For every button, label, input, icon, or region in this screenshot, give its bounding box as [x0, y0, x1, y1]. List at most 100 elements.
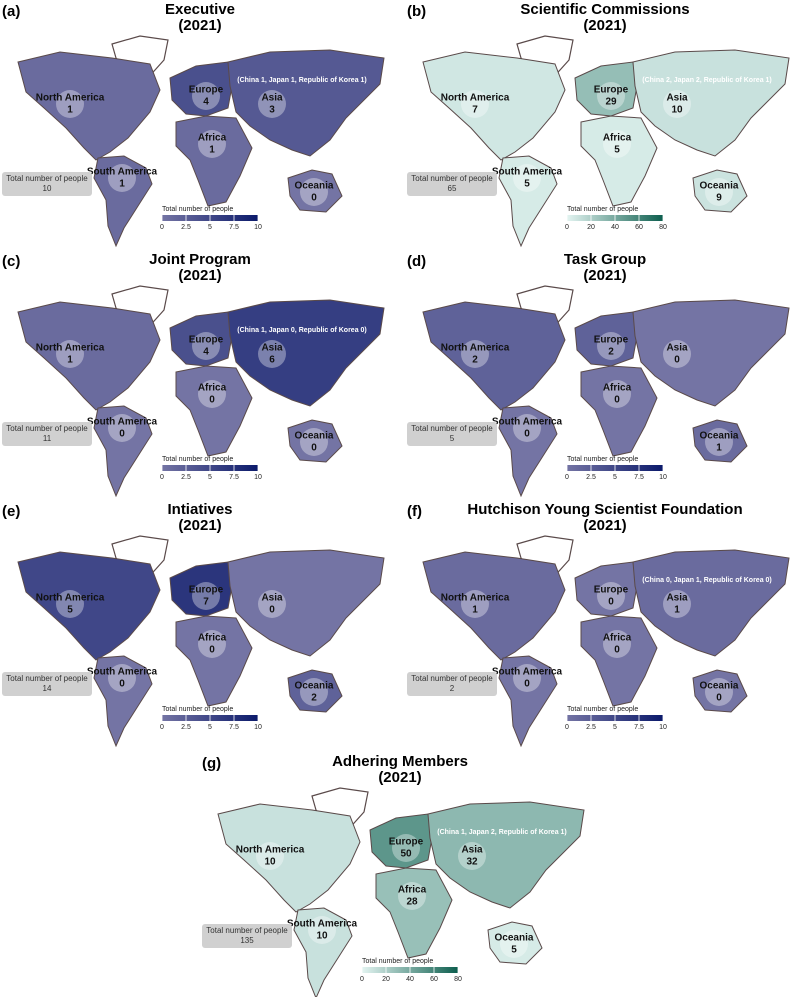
region-value: 1 — [674, 605, 680, 616]
panel-letter: (d) — [407, 253, 426, 270]
total-box — [2, 172, 92, 196]
region-name: South America — [87, 167, 158, 178]
region-value: 0 — [269, 605, 275, 616]
region-name: South America — [87, 417, 158, 428]
legend-tick-label: 7.5 — [634, 724, 644, 731]
region-value: 5 — [524, 179, 530, 190]
legend-title: Total number of people — [567, 206, 638, 213]
region-marker — [398, 882, 426, 910]
region-value: 5 — [67, 605, 73, 616]
region — [574, 311, 638, 367]
region-name: North America — [36, 593, 105, 604]
region — [580, 115, 658, 207]
legend-tick-label: 40 — [406, 976, 414, 983]
asia-note: (China 1, Japan 0, Republic of Korea 0) — [237, 327, 367, 334]
region-value: 10 — [671, 105, 683, 116]
region-name: South America — [492, 417, 563, 428]
panel-subtitle: (2021) — [178, 267, 221, 284]
legend-tick-label: 10 — [254, 224, 262, 231]
region-name: Europe — [189, 335, 224, 346]
legend-tick-label: 10 — [254, 474, 262, 481]
region-value: 10 — [316, 931, 328, 942]
legend-tick-label: 80 — [454, 976, 462, 983]
region-marker — [513, 414, 541, 442]
region-name: Europe — [189, 85, 224, 96]
region-value: 2 — [608, 347, 614, 358]
region-marker — [192, 82, 220, 110]
region-marker — [597, 582, 625, 610]
region-name: North America — [441, 343, 510, 354]
panel-title: Task Group — [564, 251, 646, 268]
region-marker — [663, 590, 691, 618]
total-box — [407, 172, 497, 196]
region-value: 28 — [406, 897, 418, 908]
region — [422, 51, 566, 161]
region — [227, 299, 385, 407]
region-marker — [108, 164, 136, 192]
region-name: Africa — [198, 383, 227, 394]
region-value: 0 — [119, 429, 125, 440]
total-box — [407, 422, 497, 446]
panel-title: Joint Program — [149, 251, 251, 268]
total-value: 2 — [450, 684, 455, 693]
region-marker — [258, 90, 286, 118]
region — [580, 365, 658, 457]
region-marker — [300, 428, 328, 456]
region-marker — [705, 678, 733, 706]
total-label: Total number of people — [411, 674, 493, 683]
region-value: 0 — [524, 429, 530, 440]
region — [217, 803, 361, 913]
region — [287, 669, 343, 713]
legend-tick-label: 80 — [659, 224, 667, 231]
panel-title: Scientific Commissions — [520, 1, 689, 18]
region — [93, 155, 153, 248]
region-marker — [458, 842, 486, 870]
region-marker — [603, 630, 631, 658]
region-name: Asia — [666, 593, 688, 604]
total-label: Total number of people — [6, 174, 88, 183]
legend-tick-label: 20 — [587, 224, 595, 231]
region — [574, 561, 638, 617]
region-value: 1 — [716, 443, 722, 454]
region-value: 6 — [269, 355, 275, 366]
region-name: South America — [287, 919, 358, 930]
panel-title: Executive — [165, 1, 235, 18]
region-name: Oceania — [700, 431, 739, 442]
legend-title: Total number of people — [162, 456, 233, 463]
legend-tick-label: 5 — [208, 474, 212, 481]
panel-letter: (g) — [202, 755, 221, 772]
legend-tick-label: 20 — [382, 976, 390, 983]
region-marker — [108, 664, 136, 692]
region-marker — [603, 130, 631, 158]
legend-tick-label: 0 — [160, 224, 164, 231]
region-marker — [56, 90, 84, 118]
region — [175, 365, 253, 457]
region-marker — [705, 428, 733, 456]
region-name: Africa — [198, 133, 227, 144]
legend-tick-label: 10 — [659, 724, 667, 731]
region — [422, 301, 566, 411]
region — [17, 301, 161, 411]
region-value: 5 — [511, 945, 517, 956]
region-value: 9 — [716, 193, 722, 204]
region — [692, 419, 748, 463]
legend-tick-label: 0 — [360, 976, 364, 983]
region — [175, 115, 253, 207]
region — [369, 813, 433, 869]
region-value: 0 — [311, 193, 317, 204]
region-marker — [461, 90, 489, 118]
region-name: Asia — [261, 343, 283, 354]
legend-tick-label: 5 — [613, 474, 617, 481]
region-marker — [705, 178, 733, 206]
panel-subtitle: (2021) — [583, 17, 626, 34]
region-marker — [258, 590, 286, 618]
region-value: 4 — [203, 347, 209, 358]
region-marker — [108, 414, 136, 442]
region-marker — [56, 590, 84, 618]
region-value: 2 — [472, 355, 478, 366]
region-name: North America — [36, 93, 105, 104]
legend-tick-label: 2.5 — [181, 224, 191, 231]
